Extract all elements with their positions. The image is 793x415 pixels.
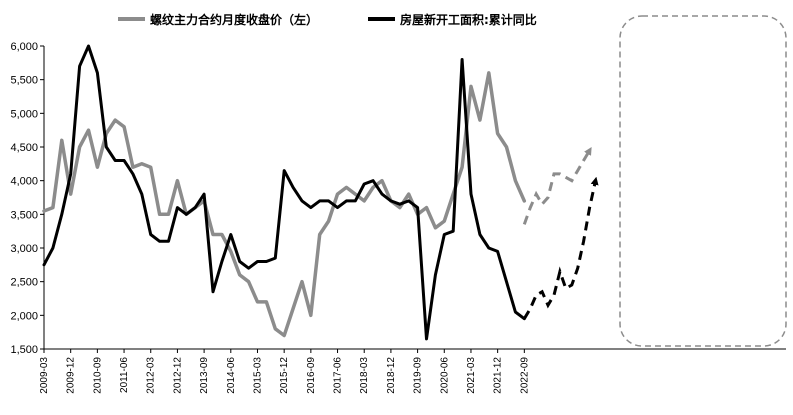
series-group bbox=[42, 44, 527, 341]
x-tick-label: 2018-12 bbox=[386, 357, 397, 394]
legend: 螺纹主力合约月度收盘价（左） 房屋新开工面积:累计同比 bbox=[118, 12, 537, 27]
x-tick-label: 2020-06 bbox=[439, 357, 450, 394]
rebar-price-line bbox=[42, 71, 527, 338]
forecast-region-outline bbox=[619, 15, 787, 347]
x-tick-label: 2016-09 bbox=[306, 357, 317, 394]
y-tick-label: 4,500 bbox=[10, 142, 38, 154]
forecast-box bbox=[619, 15, 787, 347]
y-tick-label: 1,500 bbox=[10, 344, 38, 356]
y-tick-label: 3,000 bbox=[10, 243, 38, 255]
projection-group bbox=[522, 146, 599, 320]
y-axis-ticks: 1,500 2,000 2,500 3,000 3,500 4,000 4,500 5,000… bbox=[10, 41, 44, 356]
x-tick-label: 2021-12 bbox=[493, 357, 504, 394]
x-tick-label: 2015-03 bbox=[252, 357, 263, 394]
x-tick-label: 2019-09 bbox=[413, 357, 424, 394]
x-tick-label: 2009-12 bbox=[66, 357, 77, 394]
x-tick-label: 2010-09 bbox=[92, 357, 103, 394]
legend-label-rebar: 螺纹主力合约月度收盘价（左） bbox=[150, 12, 318, 27]
x-tick-label: 2013-09 bbox=[199, 357, 210, 394]
legend-label-housing: 房屋新开工面积:累计同比 bbox=[400, 12, 537, 27]
x-tick-label: 2012-03 bbox=[146, 357, 157, 394]
y-tick-label: 4,000 bbox=[10, 176, 38, 188]
rebar-projection-line bbox=[522, 146, 592, 225]
y-tick-label: 2,000 bbox=[10, 310, 38, 322]
y-tick-label: 5,500 bbox=[10, 75, 38, 87]
x-tick-label: 2017-06 bbox=[333, 357, 344, 394]
y-tick-label: 5,000 bbox=[10, 108, 38, 120]
y-tick-label: 3,500 bbox=[10, 209, 38, 221]
x-tick-label: 2021-03 bbox=[466, 357, 477, 394]
x-tick-label: 2022-09 bbox=[519, 357, 530, 394]
axes bbox=[43, 46, 786, 350]
x-tick-label: 2009-03 bbox=[39, 357, 50, 394]
y-tick-label: 2,500 bbox=[10, 277, 38, 289]
x-axis-ticks: 2009-03 2009-12 2010-09 2011-06 2012-03 2012-… bbox=[39, 349, 530, 394]
x-tick-label: 2011-06 bbox=[119, 357, 130, 393]
x-tick-label: 2012-12 bbox=[172, 357, 183, 394]
x-tick-label: 2018-03 bbox=[359, 357, 370, 394]
x-tick-label: 2014-06 bbox=[226, 357, 237, 394]
y-tick-label: 6,000 bbox=[10, 41, 38, 53]
housing-projection-line bbox=[523, 176, 599, 320]
x-tick-label: 2015-12 bbox=[279, 357, 290, 394]
housing-starts-line bbox=[42, 44, 526, 341]
